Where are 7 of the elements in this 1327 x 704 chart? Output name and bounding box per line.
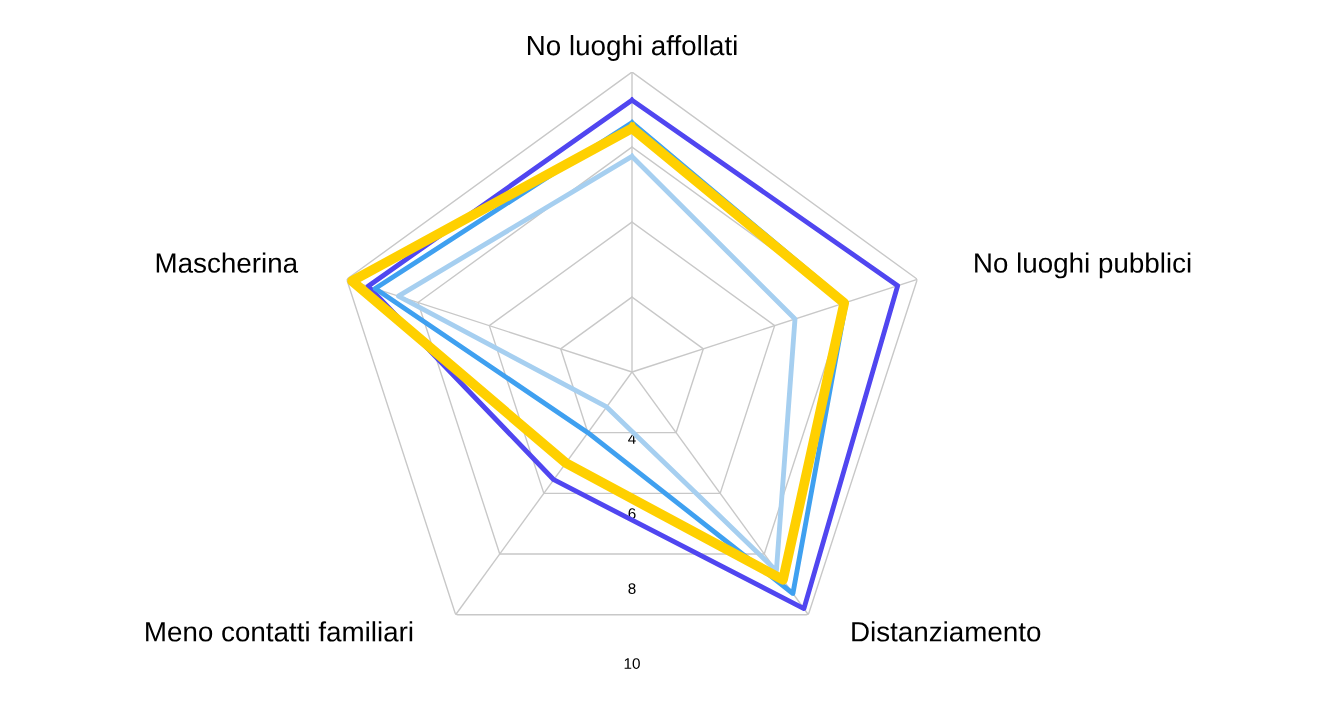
y-tick-label: 10 <box>624 658 640 669</box>
spoke-label: No luoghi pubblici <box>975 252 1191 279</box>
spoke-label: Mascherina <box>156 252 299 273</box>
spoke-label: Meno contatti familiari <box>146 621 413 642</box>
spoke-label: No luoghi affollati <box>527 34 737 61</box>
spoke-label: Distanziamento <box>852 621 1041 642</box>
y-tick-label: 8 <box>628 583 636 594</box>
